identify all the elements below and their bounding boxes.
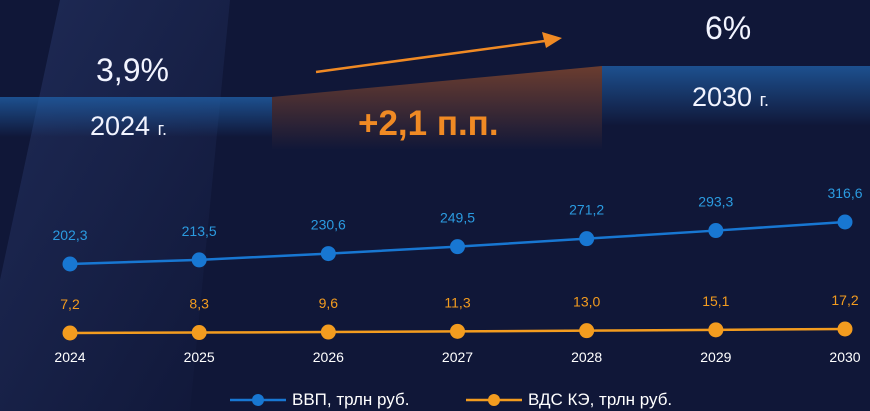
data-point-gdp — [579, 231, 595, 247]
data-label-gdp: 249,5 — [440, 210, 475, 226]
data-label-gdp: 230,6 — [311, 217, 346, 233]
data-point-cde — [837, 321, 853, 337]
data-point-cde — [191, 325, 207, 341]
legend-gdp-label: ВВП, трлн руб. — [292, 390, 410, 409]
data-label-cde: 9,6 — [319, 295, 339, 311]
data-label-cde: 7,2 — [60, 296, 80, 312]
data-point-gdp — [450, 239, 465, 255]
data-label-gdp: 316,6 — [827, 185, 862, 201]
data-point-cde — [450, 323, 465, 339]
data-point-gdp — [320, 246, 336, 262]
data-label-gdp: 271,2 — [569, 202, 604, 218]
data-label-cde: 15,1 — [702, 293, 729, 309]
data-label-gdp: 202,3 — [52, 227, 87, 243]
x-tick-label: 2025 — [184, 349, 215, 365]
x-tick-label: 2027 — [442, 349, 473, 365]
data-point-gdp — [708, 223, 724, 239]
band-middle — [272, 66, 602, 150]
data-point-gdp — [837, 214, 853, 230]
data-point-cde — [708, 322, 724, 338]
legend-cde-label: ВДС КЭ, трлн руб. — [528, 390, 673, 409]
end-year: 2030 г. — [692, 82, 769, 113]
band-left — [0, 97, 272, 137]
data-point-cde — [62, 325, 78, 341]
growth-arrow-line — [315, 38, 553, 74]
growth-arrow-head — [542, 32, 562, 48]
legend-cde-marker — [466, 394, 522, 406]
data-label-cde: 11,3 — [444, 294, 470, 310]
start-year-number: 2024 — [90, 111, 151, 141]
data-label-gdp: 213,5 — [182, 223, 217, 239]
data-label-cde: 8,3 — [189, 296, 209, 312]
start-value: 3,9% — [96, 52, 169, 88]
data-label-cde: 17,2 — [831, 292, 858, 308]
x-tick-label: 2028 — [571, 349, 602, 365]
start-year-suffix: г. — [157, 119, 167, 139]
data-point-gdp — [191, 252, 207, 268]
delta-value: +2,1 п.п. — [358, 104, 499, 143]
band-right — [602, 66, 870, 126]
data-label-cde: 13,0 — [573, 294, 600, 310]
x-tick-label: 2024 — [54, 349, 85, 365]
legend-gdp: ВВП, трлн руб. — [230, 390, 409, 410]
start-year: 2024 г. — [90, 111, 167, 142]
data-point-cde — [320, 324, 336, 340]
x-tick-label: 2029 — [700, 349, 731, 365]
end-year-suffix: г. — [759, 90, 769, 110]
end-year-number: 2030 — [692, 82, 753, 112]
data-label-gdp: 293,3 — [698, 194, 733, 210]
legend-gdp-marker — [230, 394, 286, 406]
data-point-cde — [579, 323, 595, 339]
x-tick-label: 2026 — [313, 349, 344, 365]
x-tick-label: 2030 — [829, 349, 860, 365]
end-value: 6% — [705, 10, 752, 46]
data-point-gdp — [62, 256, 78, 272]
legend-cde: ВДС КЭ, трлн руб. — [466, 390, 672, 410]
